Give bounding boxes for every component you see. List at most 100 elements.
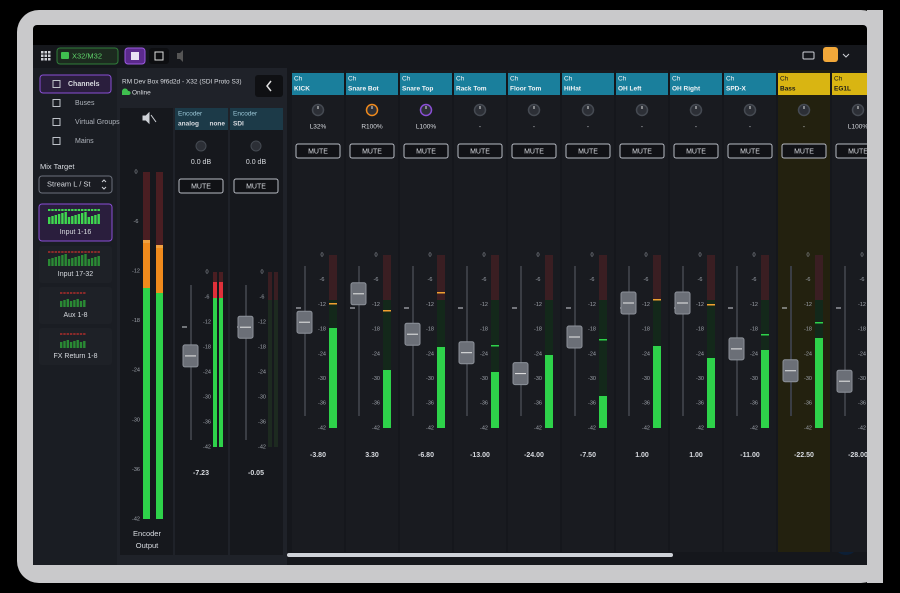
mini-meter-peak (90, 251, 94, 253)
mute-button[interactable] (565, 143, 611, 159)
mini-meter-peak (94, 251, 97, 253)
meter-scale-label: -12 (534, 302, 542, 308)
mini-meter-peak (81, 209, 84, 211)
mini-meter-peak (57, 251, 61, 253)
speaker-icon[interactable] (177, 50, 183, 62)
mini-meter (69, 301, 73, 307)
pan-knob[interactable] (527, 103, 541, 117)
channel-header[interactable] (562, 73, 614, 95)
encoder-source: analog (178, 121, 199, 128)
mute-button[interactable] (781, 143, 827, 159)
nav-item: Buses (75, 100, 95, 107)
channel-name: EG1L (834, 86, 851, 93)
pan-knob[interactable] (851, 103, 865, 117)
meter-fill (383, 370, 391, 428)
mute-button[interactable] (619, 143, 665, 159)
meter-track (545, 255, 553, 428)
pan-knob[interactable] (581, 103, 595, 117)
meter-scale-label: -42 (588, 425, 596, 431)
mute-button[interactable] (178, 178, 224, 194)
meter-hold (545, 355, 553, 357)
meter-scale-label: 0 (590, 252, 593, 258)
device-chip[interactable] (56, 47, 119, 65)
mini-meter-peak (71, 251, 74, 253)
mini-meter-peak (61, 251, 64, 253)
meter-scale-label: -12 (642, 302, 650, 308)
back-button[interactable] (255, 75, 283, 97)
pan-knob[interactable] (473, 103, 487, 117)
mini-meter (71, 258, 74, 266)
channel-header[interactable] (292, 73, 344, 95)
mini-meter-peak (74, 209, 77, 211)
mute-button[interactable] (349, 143, 395, 159)
mute-button[interactable] (511, 143, 557, 159)
pan-knob[interactable] (311, 103, 325, 117)
meter-scale-label: 0 (320, 252, 323, 258)
mini-meter (73, 300, 76, 307)
meter-scale-label: 0 (860, 252, 863, 258)
channel-header[interactable] (616, 73, 668, 95)
channel-header[interactable] (778, 73, 830, 95)
fader-level: -7.23 (193, 470, 209, 477)
mute-button[interactable] (403, 143, 449, 159)
mini-meter (63, 300, 66, 307)
mute-icon[interactable] (142, 111, 157, 125)
mute-button[interactable] (673, 143, 719, 159)
meter-scale-label: -18 (642, 327, 650, 333)
chevron[interactable] (842, 53, 850, 58)
mini-meter (66, 299, 69, 307)
meter-scale-label: -36 (426, 401, 434, 407)
meter-track (437, 255, 445, 428)
gain-knob[interactable] (195, 140, 207, 152)
meter-scale-label: -24 (588, 351, 596, 357)
pan-knob[interactable] (689, 103, 703, 117)
encoder-routing: none (209, 121, 225, 128)
pan-knob[interactable] (797, 103, 811, 117)
nav-item: Channels (68, 81, 100, 88)
meter-hold (599, 339, 607, 341)
nav-icon (52, 80, 61, 88)
mute-button[interactable] (457, 143, 503, 159)
pan-knob[interactable] (419, 103, 433, 117)
apps-icon[interactable] (41, 51, 51, 61)
mix-target-select[interactable] (38, 175, 113, 194)
pan-knob[interactable] (365, 103, 379, 117)
mute-button[interactable] (727, 143, 773, 159)
nav-selected[interactable] (39, 74, 112, 94)
channel-header[interactable] (670, 73, 722, 95)
mini-meter (54, 257, 57, 266)
meter-scale-label: -18 (750, 327, 758, 333)
scrollbar[interactable] (287, 553, 673, 557)
bank-label: Aux 1-8 (63, 312, 87, 319)
meter-peak-zone (761, 255, 769, 300)
mini-meter (61, 255, 64, 266)
view-toggle[interactable] (149, 48, 169, 64)
meter-hold (329, 303, 337, 305)
mini-meter-peak (69, 292, 73, 294)
mini-meter (94, 215, 97, 224)
pan-value: - (749, 124, 751, 131)
meter-scale-label: -24 (696, 351, 704, 357)
avatar[interactable] (823, 47, 838, 62)
keyboard-icon[interactable] (802, 51, 815, 60)
mini-meter-peak (74, 251, 77, 253)
channel-header[interactable] (454, 73, 506, 95)
mute-label: MUTE (524, 148, 544, 155)
meter-scale-label: -36 (132, 467, 140, 473)
meter-scale-label: -24 (258, 369, 266, 375)
channel-header[interactable] (508, 73, 560, 95)
mute-button[interactable] (233, 178, 279, 194)
meter-fill (219, 282, 223, 447)
channel-header[interactable] (724, 73, 776, 95)
channel-header[interactable] (346, 73, 398, 95)
meter-scale-label: 0 (260, 269, 263, 275)
gain-knob[interactable] (250, 140, 262, 152)
meter-scale-label: -18 (132, 318, 140, 324)
meter-peak-zone (491, 255, 499, 300)
pan-knob[interactable] (635, 103, 649, 117)
meter-hold (156, 245, 163, 248)
mute-button[interactable] (295, 143, 341, 159)
channel-header[interactable] (400, 73, 452, 95)
pan-knob[interactable] (743, 103, 757, 117)
fader-level: -24.00 (524, 452, 544, 459)
